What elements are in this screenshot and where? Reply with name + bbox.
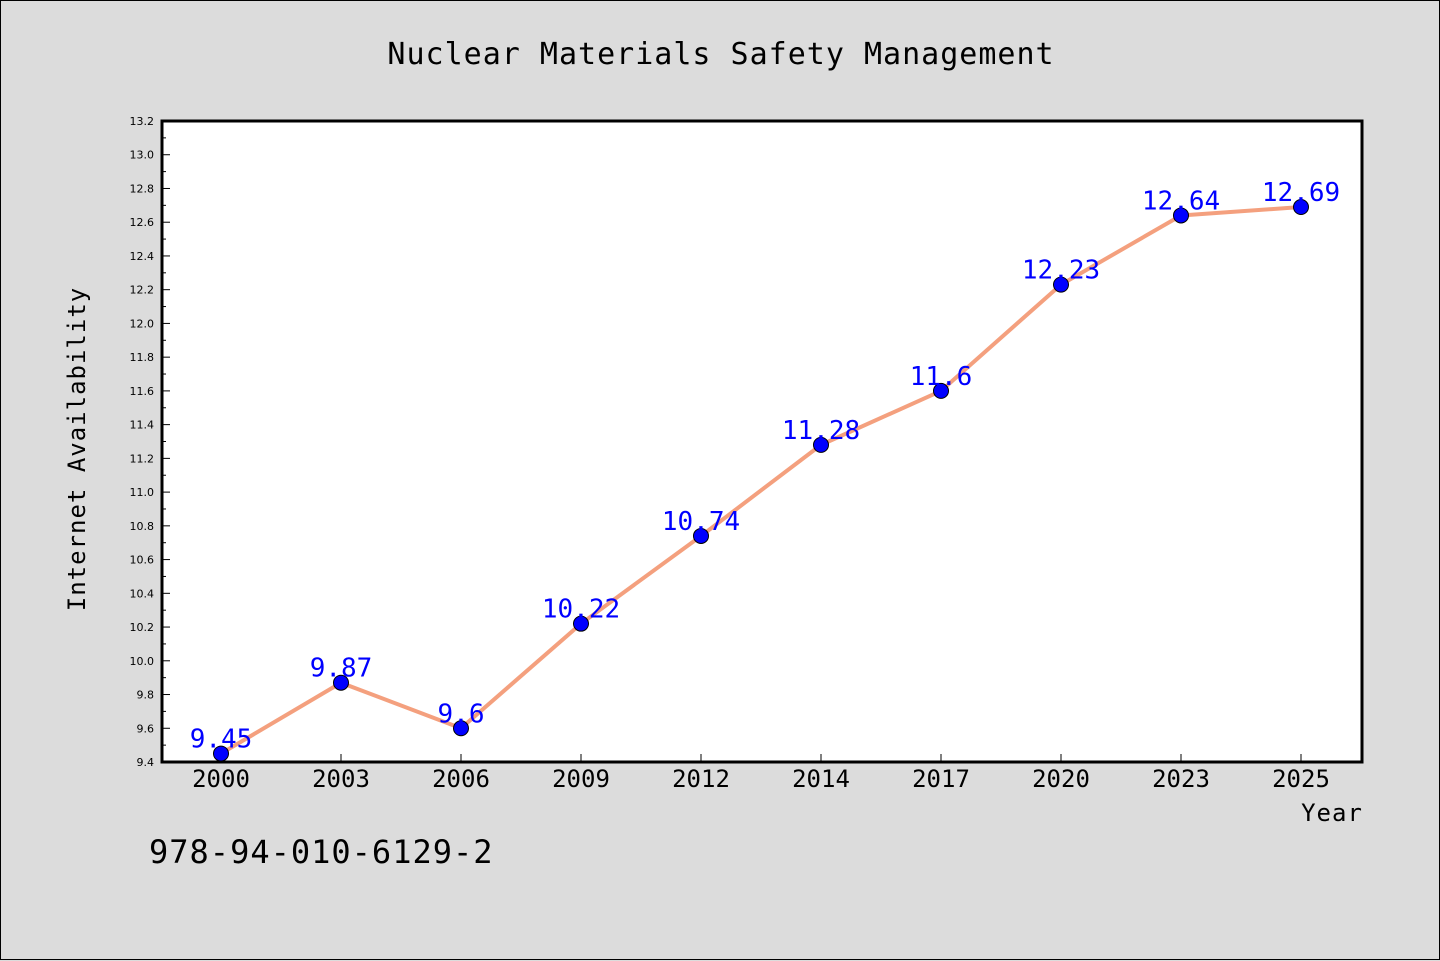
data-point (1293, 199, 1309, 216)
data-label: 11.28 (782, 416, 860, 446)
x-tick-label: 2006 (432, 765, 490, 793)
series-line (219, 205, 1302, 756)
data-label: 10.22 (542, 595, 620, 625)
data-label: 9.87 (310, 654, 373, 684)
y-tick-label: 11.2 (130, 452, 155, 465)
data-point (333, 674, 349, 691)
isbn-text: 978-94-010-6129-2 (149, 833, 494, 871)
data-point (573, 615, 589, 632)
y-tick-label: 10.2 (130, 621, 155, 634)
y-tick-label: 9.4 (137, 756, 155, 769)
data-label: 12.23 (1022, 256, 1100, 286)
y-tick-label: 11.6 (130, 385, 155, 398)
y-tick-label: 11.0 (130, 486, 155, 499)
data-labels: 9.45 9.87 9.6 10.22 10.74 11.28 11.6 12.23 12.64… (190, 178, 1340, 755)
y-tick-label: 12.4 (130, 250, 155, 263)
x-tick-label: 2014 (792, 765, 850, 793)
x-axis: 2000 2003 2006 2009 2012 2014 2017 2020 2023 2025 (192, 754, 1330, 793)
y-tick-label: 10.6 (130, 554, 155, 567)
x-axis-label: Year (1301, 799, 1363, 827)
x-tick-label: 2020 (1032, 765, 1090, 793)
y-tick-label: 9.6 (137, 722, 155, 735)
data-point (693, 527, 709, 544)
x-tick-label: 2003 (312, 765, 370, 793)
y-tick-label: 13.2 (130, 115, 155, 128)
y-tick-label: 10.4 (130, 587, 155, 600)
y-tick-label: 10.8 (130, 520, 155, 533)
y-tick-label: 12.6 (130, 216, 155, 229)
data-label: 10.74 (662, 507, 740, 537)
y-axis-label: Internet Availability (63, 287, 91, 611)
data-point (933, 382, 949, 399)
y-tick-label: 10.0 (130, 655, 155, 668)
x-tick-label: 2017 (912, 765, 970, 793)
data-label: 9.6 (438, 699, 485, 729)
y-tick-label: 12.0 (130, 317, 155, 330)
y-tick-label: 11.8 (130, 351, 155, 364)
data-label: 11.6 (910, 362, 973, 392)
data-label: 12.64 (1142, 186, 1220, 216)
x-tick-label: 2009 (552, 765, 610, 793)
y-tick-label: 12.2 (130, 284, 155, 297)
data-point (1173, 207, 1189, 224)
data-label: 9.45 (190, 725, 253, 755)
data-point (813, 436, 829, 453)
chart-title: Nuclear Materials Safety Management (387, 37, 1054, 72)
y-axis: 9.4 9.6 9.8 10.0 10.2 10.4 10.6 10.8 11.0 11.2 11.… (130, 115, 170, 769)
data-point (453, 720, 469, 737)
y-tick-label: 11.4 (130, 419, 155, 432)
y-tick-label: 9.8 (137, 689, 155, 702)
y-tick-label: 13.0 (130, 149, 155, 162)
plot-border (160, 119, 1364, 764)
x-tick-label: 2012 (672, 765, 730, 793)
x-tick-label: 2025 (1272, 765, 1330, 793)
x-tick-label: 2023 (1152, 765, 1210, 793)
data-point (1053, 276, 1069, 293)
x-tick-label: 2000 (192, 765, 250, 793)
y-tick-label: 12.8 (130, 182, 155, 195)
data-label: 12.69 (1262, 178, 1340, 208)
